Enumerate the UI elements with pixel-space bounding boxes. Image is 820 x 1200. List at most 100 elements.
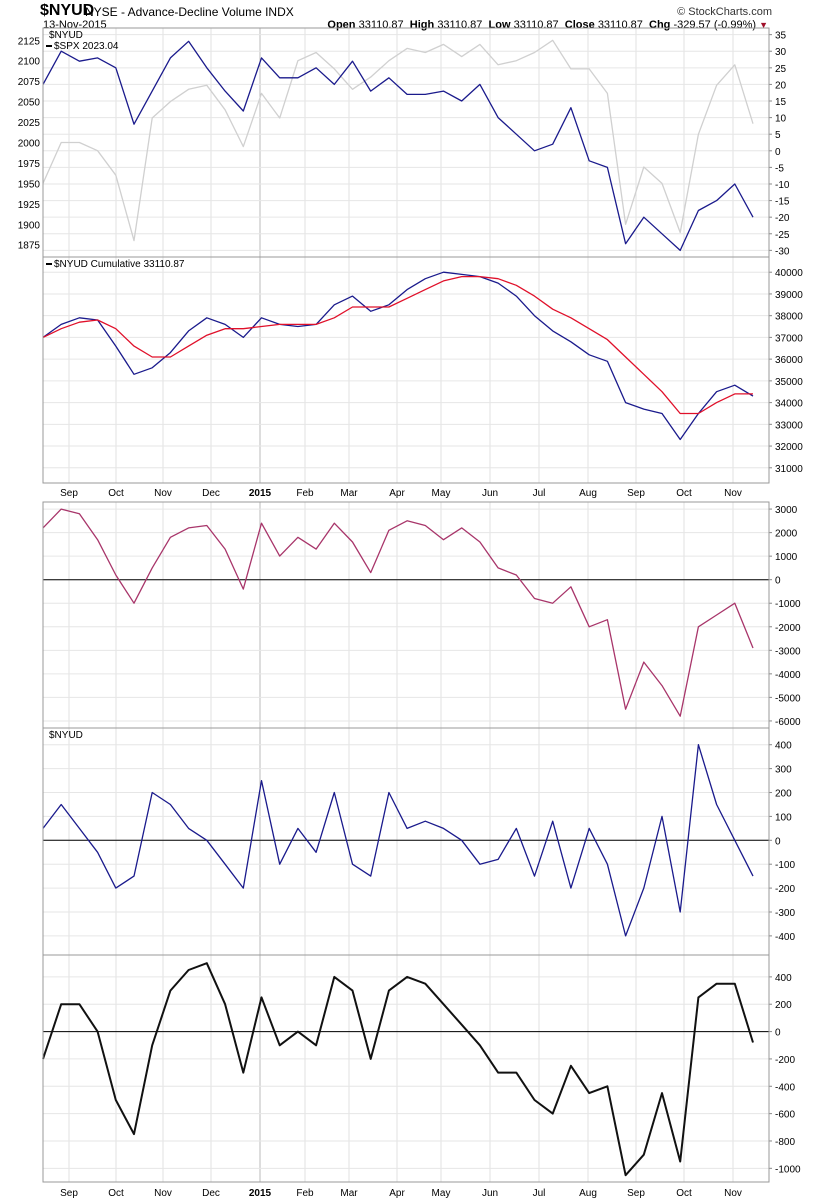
right-tick-label: 31000 xyxy=(775,464,803,475)
right-tick-label: -5000 xyxy=(775,693,801,704)
x-tick-label: Nov xyxy=(724,1188,742,1199)
x-tick-label: Sep xyxy=(627,488,645,499)
right-tick-label: 200 xyxy=(775,1000,792,1011)
right-tick-label: 5 xyxy=(775,130,781,141)
right-tick-label: 34000 xyxy=(775,399,803,410)
right-tick-label: 0 xyxy=(775,147,781,158)
right-tick-label: 10 xyxy=(775,114,787,125)
series-line--spx xyxy=(42,39,754,242)
copyright: © StockCharts.com xyxy=(677,6,772,18)
right-tick-label: 400 xyxy=(775,741,792,752)
panel-1: 35 30 25 20 15 10 5 0 -5 -10 -15 -20 -25 -30 2125 2100 2… xyxy=(18,27,790,258)
x-tick-label: Oct xyxy=(108,488,124,499)
x-tick-label: Jun xyxy=(482,488,498,499)
legend-label: $SPX 2023.04 xyxy=(54,41,119,52)
panel-border xyxy=(42,27,770,258)
left-tick-label: 2100 xyxy=(18,57,41,68)
panel-2: 40000 39000 38000 37000 36000 35000 34000 33000… xyxy=(42,256,803,484)
right-tick-label: 20 xyxy=(775,80,787,91)
series-line--nyud-cumulative xyxy=(42,271,754,441)
right-tick-label: 30 xyxy=(775,47,787,58)
right-tick-label: -15 xyxy=(775,197,790,208)
right-tick-label: -5 xyxy=(775,163,784,174)
legend-swatch xyxy=(46,45,52,47)
right-tick-label: -4000 xyxy=(775,670,801,681)
x-tick-label: Mar xyxy=(340,1188,358,1199)
panel-border xyxy=(42,501,770,729)
right-tick-label: 300 xyxy=(775,765,792,776)
x-tick-label: Nov xyxy=(154,488,172,499)
x-tick-label: Sep xyxy=(627,1188,645,1199)
x-tick-label: Feb xyxy=(296,1188,314,1199)
right-tick-label: -30 xyxy=(775,246,790,257)
right-tick-label: -10 xyxy=(775,180,790,191)
right-tick-label: -25 xyxy=(775,230,790,241)
symbol-name: NYSE - Advance-Decline Volume INDX xyxy=(85,5,294,19)
x-tick-label: Sep xyxy=(60,1188,78,1199)
right-tick-label: -1000 xyxy=(775,1164,801,1175)
right-tick-label: 36000 xyxy=(775,355,803,366)
right-tick-label: 0 xyxy=(775,576,781,587)
x-tick-label: Aug xyxy=(579,488,597,499)
x-axis: Sep Oct Nov Dec 2015 Feb Mar Apr May Jun Jul Aug Sep… xyxy=(60,488,742,499)
x-tick-label: Dec xyxy=(202,488,220,499)
panel-border xyxy=(42,954,770,1183)
series-line--nyud xyxy=(42,40,754,252)
right-tick-label: -600 xyxy=(775,1110,795,1121)
right-tick-label: -200 xyxy=(775,1055,795,1066)
right-tick-label: 37000 xyxy=(775,333,803,344)
legend-label: $NYUD xyxy=(49,30,83,41)
x-tick-label: Jul xyxy=(533,1188,546,1199)
x-tick-label: Apr xyxy=(389,488,405,499)
right-tick-label: -800 xyxy=(775,1137,795,1148)
left-tick-label: 2075 xyxy=(18,77,41,88)
right-tick-label: 1000 xyxy=(775,552,798,563)
right-tick-label: 25 xyxy=(775,64,787,75)
symbol: $NYUD xyxy=(40,2,95,19)
down-arrow-icon: ▼ xyxy=(759,20,768,30)
right-tick-label: -2000 xyxy=(775,623,801,634)
panel-5: 400 200 0 -200 -400 -600 -800 -1000 xyxy=(42,954,801,1183)
x-tick-label: Dec xyxy=(202,1188,220,1199)
right-tick-label: 38000 xyxy=(775,312,803,323)
series-line-moving-average xyxy=(42,275,753,415)
series-line--nyud xyxy=(42,744,754,937)
x-tick-label: Sep xyxy=(60,488,78,499)
x-tick-label: Aug xyxy=(579,1188,597,1199)
x-tick-label: 2015 xyxy=(249,488,272,499)
x-tick-label: May xyxy=(432,488,451,499)
right-tick-label: -100 xyxy=(775,860,795,871)
right-tick-label: 100 xyxy=(775,812,792,823)
x-tick-label: Nov xyxy=(154,1188,172,1199)
right-tick-label: 0 xyxy=(775,836,781,847)
x-tick-label: May xyxy=(432,1188,451,1199)
panel-border xyxy=(42,256,770,484)
right-tick-label: 35 xyxy=(775,31,787,42)
left-tick-label: 2000 xyxy=(18,139,41,150)
x-tick-label: 2015 xyxy=(249,1188,272,1199)
x-tick-label: Jul xyxy=(533,488,546,499)
right-tick-label: 39000 xyxy=(775,290,803,301)
x-tick-label: Mar xyxy=(340,488,358,499)
x-tick-label: Feb xyxy=(296,488,314,499)
x-tick-label: Apr xyxy=(389,1188,405,1199)
left-tick-label: 2050 xyxy=(18,98,41,109)
left-tick-label: 1900 xyxy=(18,220,41,231)
legend-label: $NYUD Cumulative 33110.87 xyxy=(54,259,185,270)
right-tick-label: 0 xyxy=(775,1028,781,1039)
right-tick-label: -400 xyxy=(775,1082,795,1093)
x-axis: Sep Oct Nov Dec 2015 Feb Mar Apr May Jun Jul Aug Sep… xyxy=(60,1188,742,1199)
right-tick-label: 200 xyxy=(775,789,792,800)
x-tick-label: Jun xyxy=(482,1188,498,1199)
left-tick-label: 1950 xyxy=(18,179,41,190)
left-tick-label: 2125 xyxy=(18,36,41,47)
right-tick-label: 40000 xyxy=(775,268,803,279)
right-tick-label: 15 xyxy=(775,97,787,108)
panel-3: 3000 2000 1000 0 -1000 -2000 -3000 -4000 -5000 -6… xyxy=(42,501,801,729)
x-tick-label: Oct xyxy=(676,1188,692,1199)
left-tick-label: 1875 xyxy=(18,241,41,252)
legend-label: $NYUD xyxy=(49,730,83,741)
right-tick-label: -6000 xyxy=(775,717,801,728)
